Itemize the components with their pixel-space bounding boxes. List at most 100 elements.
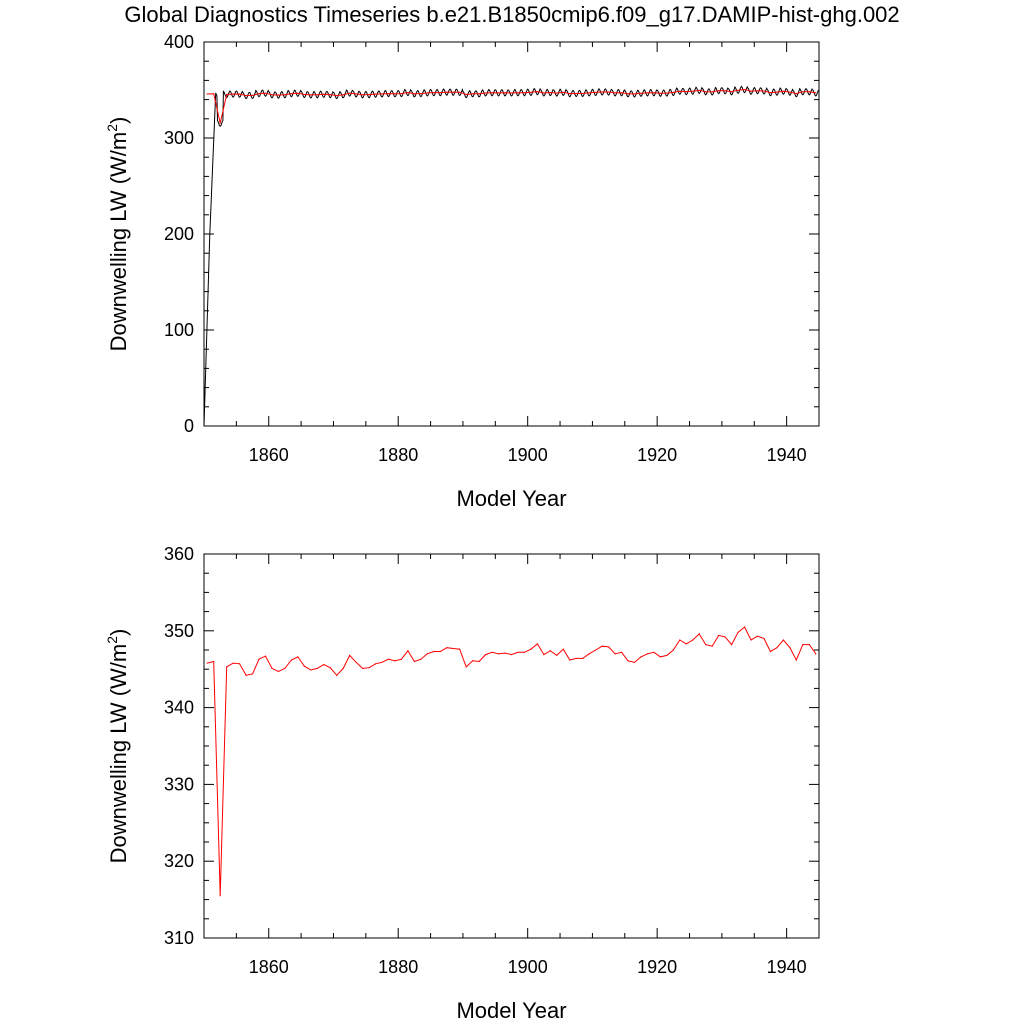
data-point [504,652,506,654]
data-point [478,93,480,95]
data-point [614,92,616,94]
data-point [206,93,208,95]
data-point [342,667,344,670]
y-tick-label: 340 [164,698,194,718]
data-point [750,90,752,92]
data-point [633,93,636,95]
data-point [264,655,267,657]
y-axis-label: Downwelling LW (W/m2) [104,629,131,864]
data-point [808,91,810,93]
data-point [400,658,403,660]
data-point [601,645,603,647]
data-point [491,92,493,94]
data-point [802,644,804,646]
data-point [705,91,707,93]
y-tick-label: 350 [164,621,194,641]
data-point [219,122,221,124]
data-point [802,91,804,93]
data-point [562,91,564,93]
data-point [679,639,681,641]
data-point [595,649,597,651]
data-point [355,93,357,95]
data-point [569,659,571,661]
x-tick-label: 1900 [508,957,548,977]
data-point [737,631,739,633]
data-point [355,661,357,663]
data-point [510,654,513,656]
data-point [329,94,331,96]
data-point [290,93,292,95]
data-point [465,666,467,668]
series-annual-line [207,626,817,896]
series-monthly-line [204,85,819,426]
data-point [556,654,558,656]
data-point [310,669,312,671]
data-point [374,93,377,95]
data-point [666,92,668,94]
data-point [297,656,299,658]
data-point [731,644,733,646]
data-point [323,93,325,95]
data-point [219,895,221,897]
x-tick-label: 1940 [767,957,807,977]
data-point [284,94,286,96]
data-point [413,93,415,95]
data-point [459,648,461,650]
data-point [672,649,674,651]
chart-top: 1860 1880 1900 1920 1940 0 100 200 300 400 Model Y… [104,32,820,511]
data-point [782,90,784,92]
data-point [601,91,603,93]
data-point [329,667,331,669]
data-point [271,667,273,670]
data-point [446,647,448,649]
y-tick-label: 310 [164,928,194,948]
data-point [251,94,254,96]
data-point [349,654,351,656]
data-point [239,663,241,665]
data-point [756,635,759,637]
data-point [258,658,260,660]
data-point [743,626,746,628]
data-point [646,92,649,94]
data-point [362,667,364,670]
page-title: Global Diagnostics Timeseries b.e21.B185… [124,2,900,27]
data-point [789,647,791,649]
data-point [627,660,629,662]
y-tick-label: 320 [164,851,194,871]
y-tick-label: 100 [164,320,194,340]
data-point [731,91,733,93]
data-point [698,89,700,91]
data-point [491,651,493,653]
data-point [472,660,474,662]
x-tick-label: 1940 [767,445,807,465]
data-point [245,94,247,97]
data-point [620,92,623,94]
data-point [705,644,707,646]
data-point [523,651,526,653]
data-point [362,94,364,96]
y-tick-label: 0 [184,416,194,436]
x-tick-label: 1860 [249,445,289,465]
data-point [795,659,797,661]
data-point [426,653,428,655]
data-point [685,91,687,93]
data-point [426,92,428,94]
data-point [659,656,661,658]
data-point [485,92,487,94]
data-point [349,92,351,94]
data-point [336,94,338,97]
data-point [549,650,551,652]
data-point [808,644,810,646]
data-point [640,92,642,94]
data-point [303,93,305,96]
data-point [226,93,228,96]
data-point [485,654,487,656]
data-point [595,91,597,93]
data-point [232,93,234,95]
data-point [556,92,558,94]
data-point [517,651,519,653]
data-point [666,654,668,656]
data-point [478,660,480,663]
axes-frame [203,41,820,427]
data-point [582,92,584,95]
